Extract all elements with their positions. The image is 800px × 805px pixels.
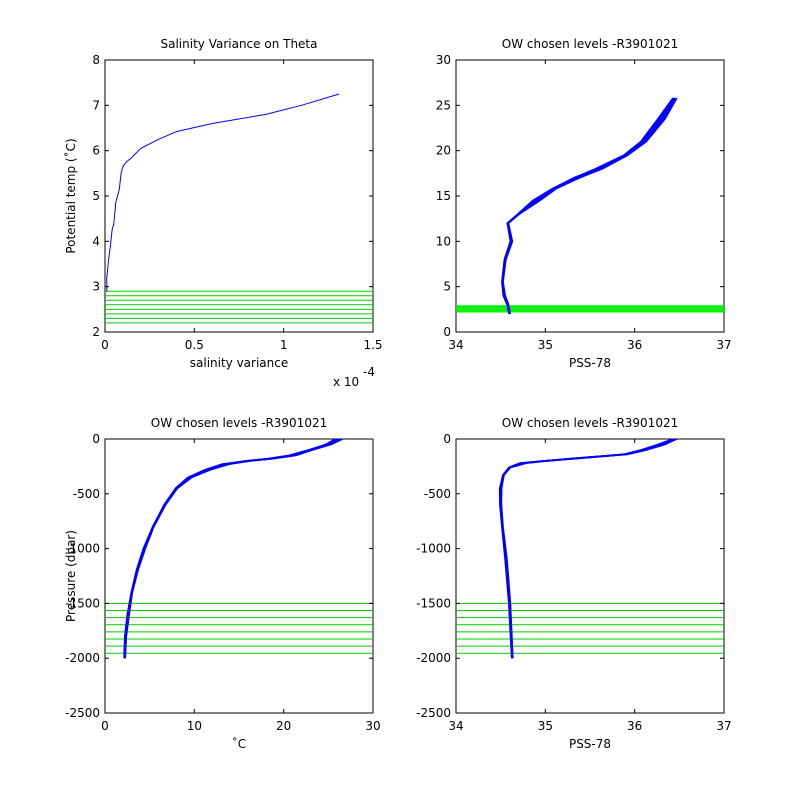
y-tick-label: -1500 bbox=[65, 596, 100, 610]
x-tick-label: 37 bbox=[716, 338, 731, 352]
y-tick-label: 10 bbox=[436, 234, 451, 248]
x-tick-label: 37 bbox=[716, 719, 731, 733]
chart-panel-1: 0 0.5 1 1.5 2 3 4 5 6 7 8 Salinity Variance on Thet… bbox=[63, 37, 383, 389]
chart-panel-3: 0 10 20 30 -2500 -2000 -1500 -1000 -500 0 OW chose… bbox=[64, 416, 381, 751]
y-tick-label: 2 bbox=[92, 325, 100, 339]
data-series bbox=[106, 93, 340, 292]
x-tick-label: 36 bbox=[627, 719, 642, 733]
x-tick-label: 20 bbox=[276, 719, 291, 733]
axes-box bbox=[455, 59, 725, 333]
data-series bbox=[123, 439, 343, 659]
y-tick-label: 0 bbox=[92, 432, 100, 446]
series-line bbox=[500, 439, 678, 659]
y-tick-label: 5 bbox=[443, 280, 451, 294]
chosen-levels bbox=[105, 290, 373, 324]
y-tick-label: 0 bbox=[443, 325, 451, 339]
y-axis-label: Pressure (dbar) bbox=[64, 530, 78, 622]
y-tick-label: 6 bbox=[92, 144, 100, 158]
axes-box bbox=[455, 438, 725, 714]
x-tick-label: 0 bbox=[101, 719, 109, 733]
y-tick-label: 4 bbox=[92, 234, 100, 248]
y-tick-label: -500 bbox=[73, 487, 100, 501]
chart-title: OW chosen levels -R3901021 bbox=[502, 37, 678, 51]
x-tick-label: 34 bbox=[448, 338, 463, 352]
x-tick-label: 36 bbox=[627, 338, 642, 352]
y-tick-label: -1000 bbox=[65, 542, 100, 556]
y-tick-label: -500 bbox=[424, 487, 451, 501]
series-line bbox=[498, 439, 674, 659]
axes-box bbox=[104, 59, 374, 333]
y-tick-label: 30 bbox=[436, 53, 451, 67]
series-line bbox=[124, 439, 343, 659]
x-scale-exponent: -4 bbox=[363, 365, 375, 379]
x-tick-label: 34 bbox=[448, 719, 463, 733]
chart-title: Salinity Variance on Theta bbox=[161, 37, 318, 51]
y-tick-label: -2500 bbox=[65, 706, 100, 720]
y-tick-label: -2000 bbox=[65, 651, 100, 665]
x-tick-label: 0 bbox=[101, 338, 109, 352]
y-tick-label: 25 bbox=[436, 98, 451, 112]
x-axis-label: ˚C bbox=[232, 736, 246, 751]
y-tick-label: -2000 bbox=[416, 651, 451, 665]
chosen-levels bbox=[105, 602, 373, 654]
y-tick-label: 5 bbox=[92, 189, 100, 203]
y-tick-label: 15 bbox=[436, 189, 451, 203]
axes-box bbox=[104, 438, 374, 714]
data-series bbox=[501, 97, 678, 315]
x-axis-label: PSS-78 bbox=[569, 737, 611, 751]
x-tick-label: 1 bbox=[280, 338, 288, 352]
x-tick-label: 35 bbox=[538, 719, 553, 733]
y-tick-label: -2500 bbox=[416, 706, 451, 720]
y-tick-label: -1500 bbox=[416, 596, 451, 610]
x-axis-label: salinity variance bbox=[190, 356, 289, 370]
chart-panel-4: 34 35 36 37 -2500 -2000 -1500 -1000 -500 0 OW chos… bbox=[416, 416, 732, 751]
y-tick-label: 7 bbox=[92, 98, 100, 112]
chart-panel-2: 34 35 36 37 0 5 10 15 20 25 30 OW chosen levels -R3… bbox=[436, 37, 732, 370]
x-tick-label: 30 bbox=[365, 719, 380, 733]
series-line bbox=[502, 97, 678, 315]
chosen-levels bbox=[456, 602, 724, 654]
y-tick-label: 20 bbox=[436, 144, 451, 158]
y-axis-label: Potential temp (˚C) bbox=[63, 138, 78, 253]
x-tick-label: 0.5 bbox=[185, 338, 204, 352]
series-line bbox=[501, 97, 674, 315]
y-tick-label: 8 bbox=[92, 53, 100, 67]
series-line bbox=[106, 93, 340, 292]
x-tick-label: 10 bbox=[187, 719, 202, 733]
x-tick-label: 1.5 bbox=[363, 338, 382, 352]
y-tick-label: 0 bbox=[443, 432, 451, 446]
y-tick-label: 3 bbox=[92, 280, 100, 294]
data-series bbox=[498, 439, 678, 659]
x-axis-label: PSS-78 bbox=[569, 356, 611, 370]
x-scale-multiplier: x 10 bbox=[333, 375, 359, 389]
series-line bbox=[123, 439, 336, 659]
x-tick-label: 35 bbox=[538, 338, 553, 352]
chosen-levels bbox=[456, 305, 724, 313]
chart-title: OW chosen levels -R3901021 bbox=[151, 416, 327, 430]
y-tick-label: -1000 bbox=[416, 542, 451, 556]
chart-title: OW chosen levels -R3901021 bbox=[502, 416, 678, 430]
